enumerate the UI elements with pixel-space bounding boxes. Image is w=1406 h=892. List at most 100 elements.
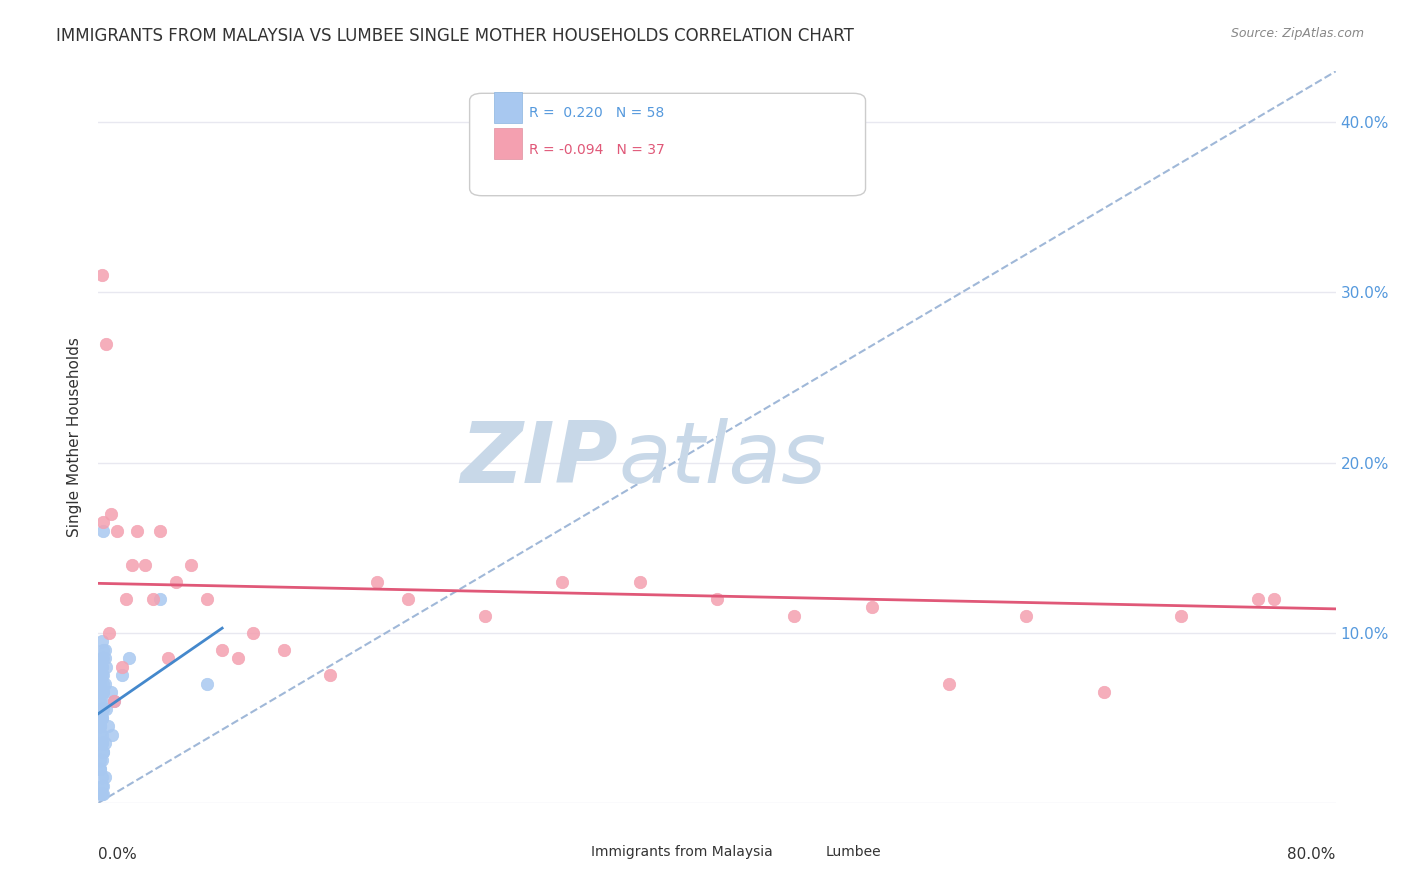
Point [91, 685, 114, 699]
Point [91, 515, 114, 529]
Point [319, 668, 342, 682]
Point [90, 711, 112, 725]
Point [89, 677, 111, 691]
Point [195, 591, 218, 606]
Point [273, 642, 295, 657]
Point [100, 507, 122, 521]
Point [211, 642, 233, 657]
Point [396, 591, 419, 606]
Point [89, 787, 111, 801]
Point [90, 787, 112, 801]
Point [90, 268, 112, 283]
Text: R =  0.220   N = 58: R = 0.220 N = 58 [529, 106, 664, 120]
Point [98, 625, 121, 640]
Point [105, 524, 128, 538]
Point [91, 779, 114, 793]
Text: Lumbee: Lumbee [825, 845, 882, 859]
Point [165, 574, 187, 589]
Point [103, 694, 125, 708]
Text: Source: ZipAtlas.com: Source: ZipAtlas.com [1230, 27, 1364, 40]
Point [90, 659, 112, 673]
Point [93, 736, 115, 750]
Point [1092, 685, 1115, 699]
Point [90, 668, 112, 682]
Point [242, 625, 264, 640]
Point [142, 591, 165, 606]
Text: ZIP: ZIP [460, 417, 619, 500]
Y-axis label: Single Mother Households: Single Mother Households [67, 337, 83, 537]
Point [89, 762, 111, 776]
Point [149, 524, 172, 538]
Text: 0.0%: 0.0% [98, 847, 138, 862]
Point [90, 736, 112, 750]
Point [551, 574, 574, 589]
Point [1015, 608, 1038, 623]
Bar [562, 846, 585, 862]
Point [706, 591, 728, 606]
Point [96, 336, 118, 351]
Point [938, 677, 960, 691]
Point [89, 659, 111, 673]
Point [90, 736, 112, 750]
Point [127, 524, 149, 538]
Point [91, 702, 114, 716]
Point [101, 728, 124, 742]
Point [90, 779, 112, 793]
Point [91, 668, 114, 682]
Point [89, 694, 111, 708]
Text: atlas: atlas [619, 417, 827, 500]
Point [89, 719, 111, 733]
Point [90, 659, 112, 673]
Point [90, 702, 112, 716]
Point [89, 753, 111, 767]
Point [90, 728, 112, 742]
Point [1247, 591, 1270, 606]
Bar [495, 92, 522, 122]
Point [91, 524, 114, 538]
Point [180, 558, 202, 572]
Point [100, 685, 122, 699]
Point [118, 651, 141, 665]
Point [157, 651, 180, 665]
Point [89, 711, 111, 725]
Text: IMMIGRANTS FROM MALAYSIA VS LUMBEE SINGLE MOTHER HOUSEHOLDS CORRELATION CHART: IMMIGRANTS FROM MALAYSIA VS LUMBEE SINGL… [56, 27, 853, 45]
Point [89, 719, 111, 733]
Point [96, 659, 118, 673]
Point [91, 745, 114, 759]
Point [91, 677, 114, 691]
Point [103, 694, 125, 708]
Point [134, 558, 156, 572]
Point [115, 591, 138, 606]
Point [111, 659, 134, 673]
Point [628, 574, 651, 589]
Point [860, 600, 883, 615]
Point [91, 651, 114, 665]
Point [90, 770, 112, 784]
Bar [797, 846, 820, 862]
Text: R = -0.094   N = 37: R = -0.094 N = 37 [529, 143, 665, 157]
Point [91, 685, 114, 699]
Point [93, 642, 115, 657]
Point [89, 685, 111, 699]
Point [96, 702, 118, 716]
Point [91, 642, 114, 657]
Point [111, 668, 134, 682]
Point [89, 762, 111, 776]
Point [90, 711, 112, 725]
Point [89, 728, 111, 742]
Point [90, 753, 112, 767]
Text: 80.0%: 80.0% [1288, 847, 1336, 862]
Point [783, 608, 806, 623]
Point [89, 668, 111, 682]
Point [121, 558, 143, 572]
Point [97, 719, 120, 733]
Point [93, 770, 115, 784]
Point [226, 651, 249, 665]
Point [474, 608, 496, 623]
Point [93, 651, 115, 665]
Point [195, 677, 218, 691]
Point [93, 677, 115, 691]
Point [91, 787, 114, 801]
Bar [495, 128, 522, 159]
Text: Immigrants from Malaysia: Immigrants from Malaysia [591, 845, 773, 859]
